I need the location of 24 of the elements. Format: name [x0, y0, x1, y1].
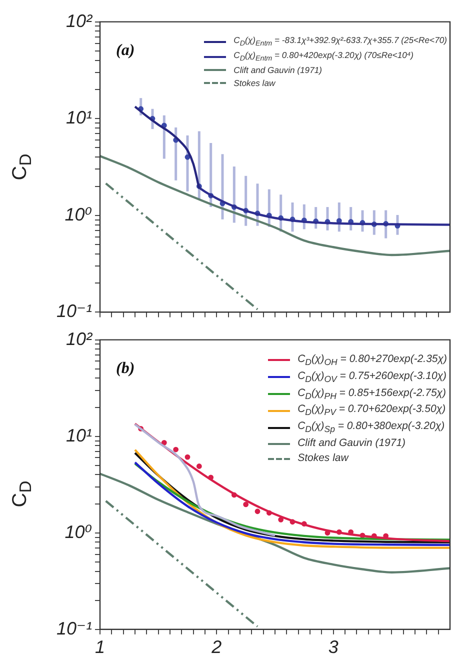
x-tick-label: 1 — [94, 637, 106, 658]
legend-label: C$_{D}$(χ)$_{Sp}$ = 0.80+380exp(-3.20χ) — [298, 420, 445, 434]
legend-label: C$_{D}$(χ)$_{Entm}$ = -83.1χ³+392.9χ²-633.7χ+355.7 (25<Re<70) — [234, 35, 447, 48]
y-tick-label: 10⁰ — [64, 204, 92, 224]
annotation: (b) — [116, 360, 135, 378]
legend-label: C$_{D}$(χ)$_{OH}$ = 0.80+270exp(-2.35χ) — [298, 353, 447, 368]
legend-label: Stokes law — [234, 78, 276, 88]
legend-label: Clift and Gauvin (1971) — [234, 65, 322, 76]
legend-label: C$_{D}$(χ)$_{Entm}$ = 0.80+420exp(-3.20χ) (70≤Re<10⁴) — [234, 50, 414, 63]
legend-label: C$_{D}$(χ)$_{PH}$ = 0.85+156exp(-2.75χ) — [298, 386, 446, 401]
legend-label: Stokes law — [298, 452, 348, 464]
y-tick-label: 10⁻¹ — [56, 618, 92, 638]
y-tick-label: 10² — [66, 10, 94, 31]
y-tick-label: 10¹ — [66, 108, 92, 128]
legend-label: C$_{D}$(χ)$_{PV}$ = 0.70+620exp(-3.50χ) — [298, 403, 446, 418]
y-tick-label: 10¹ — [66, 425, 92, 446]
legend-label: C$_{D}$(χ)$_{OV}$ = 0.75+260exp(-3.10χ) — [298, 370, 447, 384]
legend-label: Clift and Gauvin (1971) — [298, 436, 406, 449]
x-tick-label: 3 — [328, 637, 338, 658]
x-tick-label: 2 — [210, 637, 222, 658]
annotation: (a) — [116, 42, 135, 60]
y-tick-label: 10⁻¹ — [56, 301, 92, 322]
y-tick-label: 10² — [66, 328, 94, 349]
y-tick-label: 10⁰ — [64, 522, 92, 542]
